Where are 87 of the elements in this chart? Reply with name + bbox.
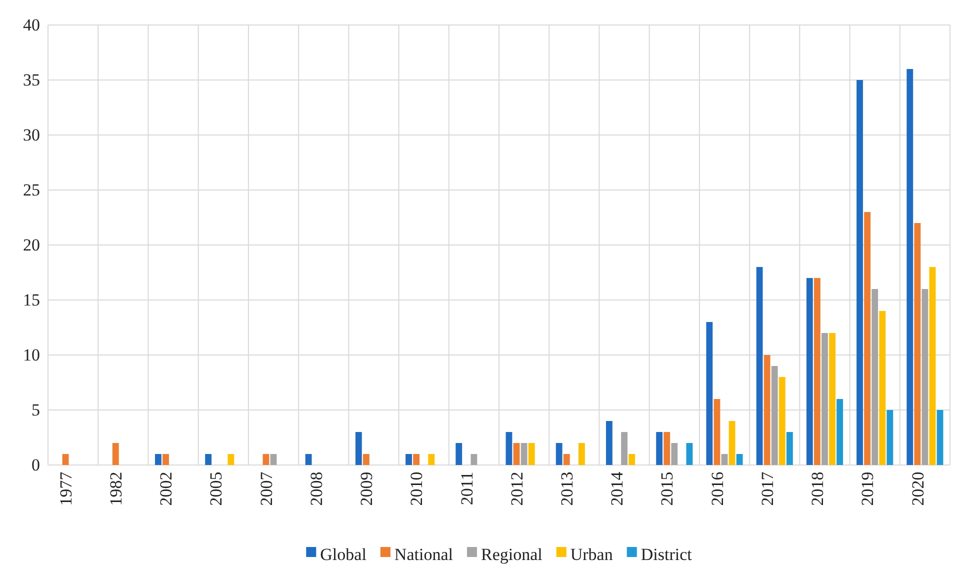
x-tick-label: 2005 xyxy=(206,472,226,506)
legend-label: Urban xyxy=(570,544,614,564)
x-tick-label: 2017 xyxy=(758,471,777,506)
x-tick-label: 2019 xyxy=(858,472,878,506)
legend-label: District xyxy=(640,544,692,564)
bar xyxy=(528,443,535,465)
bar xyxy=(936,410,944,465)
bar xyxy=(764,355,770,465)
bar xyxy=(520,443,528,465)
bar xyxy=(721,454,728,465)
x-tick-label: 2002 xyxy=(156,472,176,506)
bar xyxy=(563,454,570,465)
bar xyxy=(872,289,878,465)
bar xyxy=(822,333,828,465)
bar xyxy=(578,443,585,465)
bar xyxy=(706,322,713,465)
x-tick-label: 2014 xyxy=(608,471,627,506)
y-tick-label: 35 xyxy=(23,70,40,90)
x-tick-label: 2007 xyxy=(256,471,276,506)
x-tick-label: 2011 xyxy=(457,472,476,506)
bar xyxy=(621,432,628,465)
bar xyxy=(778,377,786,465)
bar xyxy=(228,454,234,465)
y-tick-label: 20 xyxy=(23,235,40,254)
bar xyxy=(856,80,863,465)
y-tick-label: 0 xyxy=(32,455,40,474)
bar xyxy=(728,421,736,465)
bar xyxy=(270,454,277,465)
bar xyxy=(606,421,612,465)
bar xyxy=(836,399,843,465)
bar xyxy=(413,454,420,465)
bar xyxy=(736,454,743,465)
bar xyxy=(355,432,362,465)
bar xyxy=(879,311,886,465)
legend-label: Global xyxy=(320,544,367,564)
bar xyxy=(362,454,370,465)
x-tick-label: 2015 xyxy=(658,472,677,506)
bar xyxy=(814,278,820,465)
bar xyxy=(470,454,478,465)
bar xyxy=(428,454,435,465)
x-tick-label: 1982 xyxy=(106,472,126,506)
bar xyxy=(406,454,412,465)
bar xyxy=(155,454,162,465)
bar xyxy=(771,366,778,465)
bar xyxy=(914,223,921,465)
bar xyxy=(829,333,836,465)
bar xyxy=(656,432,663,465)
bar xyxy=(806,278,813,465)
bar xyxy=(664,432,670,465)
x-tick-label: 2016 xyxy=(708,472,727,506)
x-tick-label: 1977 xyxy=(56,471,76,506)
bar xyxy=(864,212,870,465)
y-tick-label: 30 xyxy=(23,125,40,144)
bar xyxy=(929,267,936,465)
bar xyxy=(456,443,462,465)
bar xyxy=(786,432,793,465)
legend-label: National xyxy=(394,544,454,564)
bar xyxy=(513,443,520,465)
bar xyxy=(162,454,169,465)
x-tick-label: 2012 xyxy=(507,472,526,506)
bar xyxy=(714,399,720,465)
x-tick-label: 2013 xyxy=(558,472,577,506)
y-tick-label: 25 xyxy=(23,180,40,200)
x-tick-label: 2008 xyxy=(306,472,326,506)
bar xyxy=(556,443,562,465)
bar xyxy=(886,410,894,465)
bar xyxy=(305,454,312,465)
y-tick-label: 5 xyxy=(32,400,40,420)
bar xyxy=(922,289,928,465)
bar xyxy=(112,443,119,465)
y-tick-label: 15 xyxy=(23,290,40,310)
bar xyxy=(628,454,636,465)
x-tick-label: 2010 xyxy=(407,472,426,506)
x-tick-label: 2018 xyxy=(808,472,828,506)
x-tick-label: 2020 xyxy=(908,472,928,506)
bar xyxy=(262,454,270,465)
x-tick-label: 2009 xyxy=(357,472,376,506)
legend-label: Regional xyxy=(480,544,543,564)
bar xyxy=(205,454,212,465)
y-tick-label: 40 xyxy=(23,15,40,34)
bar xyxy=(906,69,914,465)
bar xyxy=(686,443,693,465)
bar xyxy=(62,454,69,465)
bar xyxy=(756,267,763,465)
y-tick-label: 10 xyxy=(23,345,40,364)
bar xyxy=(671,443,678,465)
bar xyxy=(506,432,512,465)
